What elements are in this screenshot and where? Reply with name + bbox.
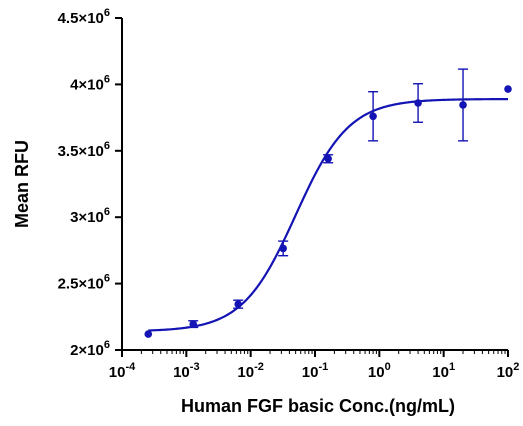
data-point xyxy=(504,85,512,93)
y-tick-label: 4×106 xyxy=(70,73,110,93)
y-tick-label: 2×106 xyxy=(70,339,110,359)
y-axis-title: Mean RFU xyxy=(12,140,32,228)
fit-curve xyxy=(148,97,508,332)
data-point xyxy=(324,154,332,163)
data-point xyxy=(459,101,467,109)
x-tick-label: 10-3 xyxy=(173,361,199,381)
tick-marks: 10-4 10-3 10-2 10-1 100 101 102 2×106 2.5×106 3×1… xyxy=(58,7,520,381)
x-tick-label: 10-4 xyxy=(109,361,136,381)
data-points-group xyxy=(144,68,512,338)
x-tick-label: 100 xyxy=(368,361,391,381)
x-tick-label: 10-2 xyxy=(237,361,263,381)
data-point xyxy=(144,330,153,338)
x-tick-label: 10-1 xyxy=(302,361,328,381)
y-tick-label: 4.5×106 xyxy=(58,7,110,27)
y-tick-label: 3.5×106 xyxy=(58,140,110,160)
data-point xyxy=(279,244,287,253)
data-point xyxy=(234,300,242,308)
data-point xyxy=(414,99,422,107)
axes xyxy=(121,18,508,351)
x-axis-title: Human FGF basic Conc.(ng/mL) xyxy=(181,396,455,416)
x-tick-label: 102 xyxy=(497,361,520,381)
y-tick-label: 3×106 xyxy=(70,206,110,226)
fit-curve-group xyxy=(148,97,508,332)
data-point xyxy=(189,320,198,328)
data-point xyxy=(369,112,377,121)
y-tick-label: 2.5×106 xyxy=(58,273,110,293)
x-tick-label: 101 xyxy=(432,361,455,381)
